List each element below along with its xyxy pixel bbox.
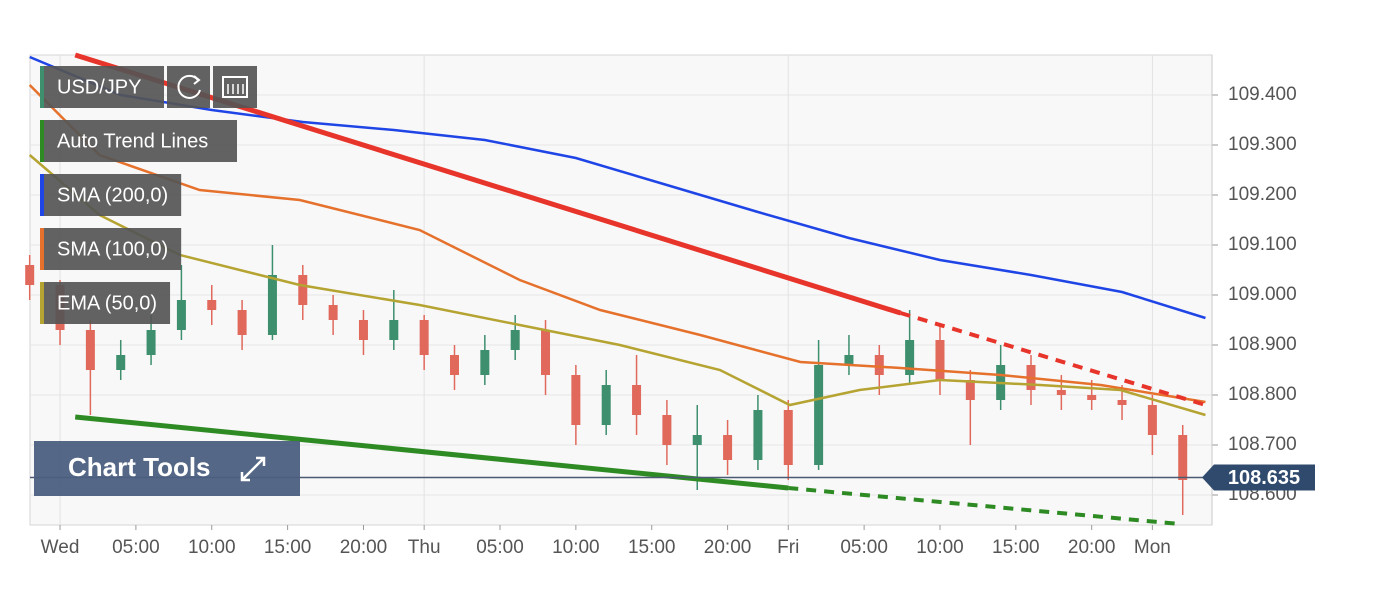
candle-body: [874, 355, 884, 375]
x-tick-label: 15:00: [628, 537, 676, 558]
candle-body: [267, 275, 277, 335]
candle-body: [723, 435, 733, 460]
refresh-icon: [193, 75, 201, 85]
y-tick-label: 108.900: [1228, 334, 1297, 355]
candle-body: [965, 380, 975, 400]
x-tick-label: 20:00: [704, 537, 752, 558]
calendar-icon: [227, 84, 244, 94]
candle-body: [814, 365, 824, 465]
candle-body: [1147, 405, 1157, 435]
y-tick-label: 109.100: [1228, 234, 1297, 255]
last-price-tag: [1202, 464, 1315, 491]
candle-body: [753, 410, 763, 460]
candle-body: [935, 340, 945, 380]
y-tick-label: 108.700: [1228, 434, 1297, 455]
symbol-label: USD/JPY: [57, 76, 141, 98]
calendar-icon: [222, 76, 248, 98]
x-tick-label: 20:00: [340, 537, 388, 558]
x-tick-label: 15:00: [992, 537, 1040, 558]
candle-body: [844, 355, 854, 365]
chart-tools-label: Chart Tools: [68, 452, 211, 482]
y-tick-label: 109.200: [1228, 184, 1297, 205]
axes: 108.600108.700108.800108.900109.000109.1…: [41, 55, 1315, 558]
refresh-icon: [177, 74, 201, 99]
legend-box: [40, 174, 182, 216]
legend-box: [40, 120, 237, 162]
indicator-line: [28, 84, 1206, 404]
candle-body: [1117, 400, 1127, 405]
candle-body: [571, 375, 581, 425]
candle-body: [480, 350, 490, 375]
candle-body: [783, 410, 793, 465]
legend-swatch: [40, 66, 44, 108]
y-tick-label: 109.300: [1228, 134, 1297, 155]
candle-body: [389, 320, 399, 340]
trend-line: [74, 52, 902, 316]
candle-body: [176, 300, 186, 330]
trend-line: [788, 486, 1180, 526]
candle-body: [1178, 435, 1188, 480]
legend-label: EMA (50,0): [57, 292, 157, 314]
refresh-button[interactable]: [167, 66, 210, 108]
candle-body: [1056, 390, 1066, 395]
chart-tools-button[interactable]: [34, 441, 300, 496]
candle-body: [419, 320, 429, 355]
candle-body: [328, 305, 338, 320]
candle-body: [116, 355, 126, 370]
legend-label: SMA (200,0): [57, 184, 168, 206]
trend-line: [74, 414, 789, 491]
legend-swatch: [40, 282, 44, 324]
candle-body: [449, 355, 459, 375]
legend-label: SMA (100,0): [57, 238, 168, 260]
overlay: USD/JPY Auto Trend Lines SMA (200,0)SMA …: [34, 66, 300, 496]
last-price-label: 108.635: [1228, 467, 1300, 489]
legend-box: [40, 66, 164, 108]
x-tick-label: Fri: [777, 537, 799, 558]
y-tick-label: 108.800: [1228, 384, 1297, 405]
candle-body: [207, 300, 217, 310]
candle-body: [358, 320, 368, 340]
expand-icon: [240, 456, 266, 482]
candle-body: [510, 330, 520, 350]
y-tick-label: 109.000: [1228, 284, 1297, 305]
candle-body: [541, 330, 551, 375]
legend-box: [40, 228, 182, 270]
x-tick-label: 05:00: [840, 537, 888, 558]
candle-body: [662, 415, 672, 445]
y-tick-label: 109.400: [1228, 84, 1297, 105]
x-tick-label: Wed: [41, 537, 80, 558]
candle-body: [601, 385, 611, 425]
legend-swatch: [40, 228, 44, 270]
legend-swatch: [40, 120, 44, 162]
candle-body: [905, 340, 915, 375]
candle-body: [632, 385, 642, 415]
candle-body: [298, 275, 308, 305]
x-tick-label: 10:00: [916, 537, 964, 558]
candle-body: [85, 330, 95, 370]
x-tick-label: 10:00: [188, 537, 236, 558]
candle-body: [237, 310, 247, 335]
x-tick-label: 05:00: [476, 537, 524, 558]
legend-box: [40, 282, 171, 324]
x-tick-label: 15:00: [264, 537, 312, 558]
x-tick-label: Thu: [408, 537, 441, 558]
calendar-button[interactable]: [213, 66, 257, 108]
x-tick-label: 05:00: [112, 537, 160, 558]
x-tick-label: 20:00: [1068, 537, 1116, 558]
trend-legend-label: Auto Trend Lines: [57, 130, 208, 152]
indicator-line: [29, 55, 1206, 320]
candle-body: [1087, 395, 1097, 400]
candle-body: [25, 265, 35, 285]
candle-body: [692, 435, 702, 445]
candle-body: [146, 330, 156, 355]
x-tick-label: Mon: [1134, 537, 1171, 558]
legend-swatch: [40, 174, 44, 216]
indicator-line: [28, 154, 1206, 417]
legend: SMA (200,0) SMA (100,0) EMA (50,0): [40, 174, 182, 324]
x-tick-label: 10:00: [552, 537, 600, 558]
